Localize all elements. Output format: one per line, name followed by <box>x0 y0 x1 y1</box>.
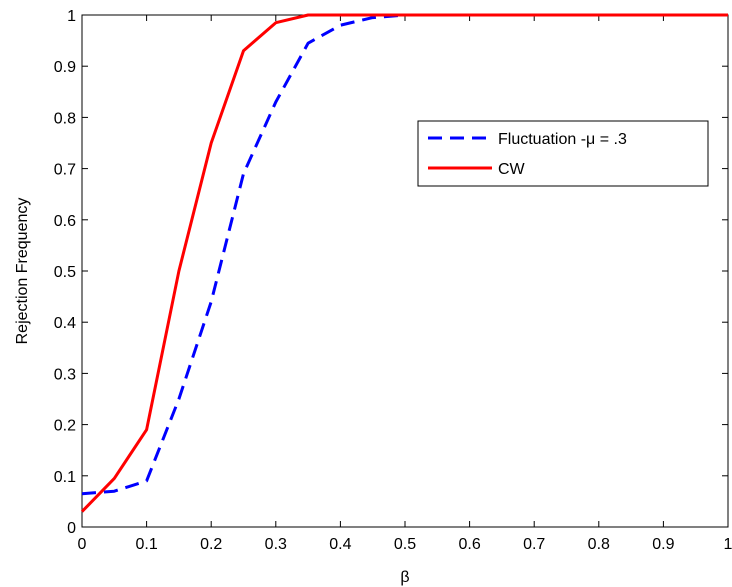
x-tick-label: 0 <box>78 536 87 553</box>
y-tick-label: 0.8 <box>54 110 76 127</box>
y-tick-label: 0.1 <box>54 469 76 486</box>
x-tick-label: 0.7 <box>523 536 545 553</box>
legend-label-cw: CW <box>498 161 526 178</box>
x-tick-label: 0.6 <box>458 536 480 553</box>
legend-label-fluctuation: Fluctuation -μ = .3 <box>498 131 627 148</box>
x-tick-label: 0.4 <box>329 536 351 553</box>
legend: Fluctuation -μ = .3 CW <box>417 120 709 187</box>
y-tick-label: 0.5 <box>54 264 76 281</box>
y-axis-label: Rejection Frequency <box>14 198 31 345</box>
y-tick-label: 0 <box>67 520 76 537</box>
series-line-0 <box>81 13 728 496</box>
x-axis-label: β <box>400 569 409 586</box>
x-tick-label: 0.8 <box>588 536 610 553</box>
y-tick-label: 0.7 <box>54 162 76 179</box>
legend-box <box>417 120 709 187</box>
x-tick-label: 0.3 <box>265 536 287 553</box>
series-lines <box>80 13 728 513</box>
axis-tick-labels: 0 0.1 0.2 0.3 0.4 0.5 0.6 0.7 0.8 0.9 1 0 0.1 0.2 0.3 0… <box>54 8 732 553</box>
y-tick-label: 1 <box>67 8 76 25</box>
plot-area <box>81 14 729 528</box>
x-tick-label: 0.2 <box>200 536 222 553</box>
x-tick-label: 0.9 <box>652 536 674 553</box>
y-tick-label: 0.6 <box>54 213 76 230</box>
x-tick-label: 1 <box>724 536 732 553</box>
y-tick-label: 0.3 <box>54 366 76 383</box>
y-tick-label: 0.2 <box>54 418 76 435</box>
y-tick-label: 0.9 <box>54 59 76 76</box>
series-line-1 <box>80 13 728 513</box>
x-tick-label: 0.5 <box>394 536 416 553</box>
x-tick-label: 0.1 <box>135 536 157 553</box>
y-tick-label: 0.4 <box>54 315 76 332</box>
